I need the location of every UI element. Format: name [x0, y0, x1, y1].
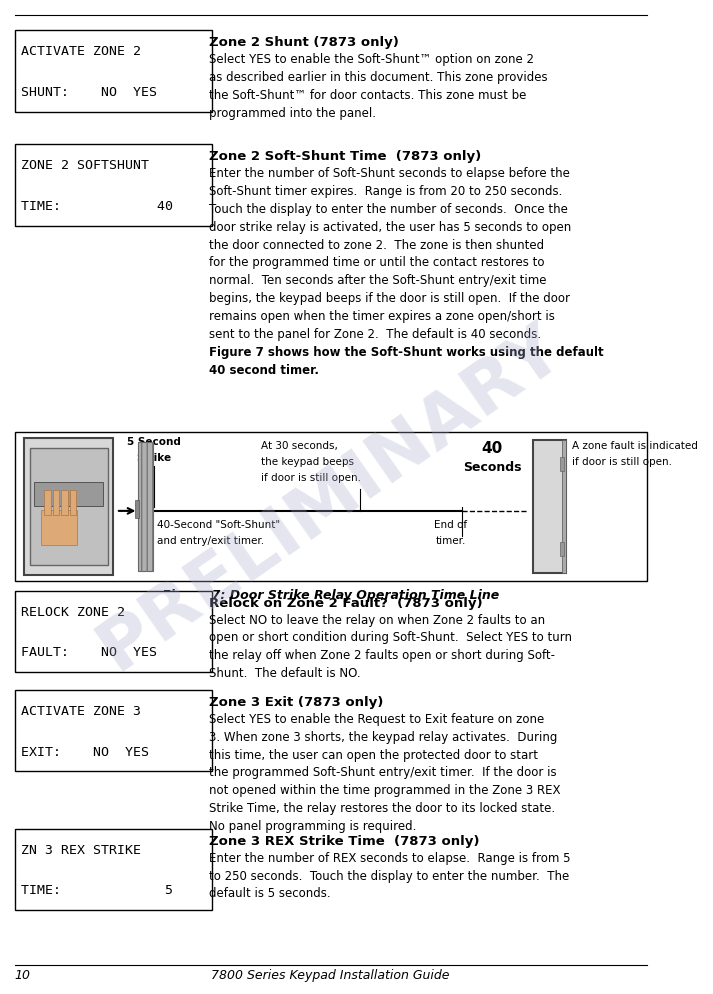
Text: for the programmed time or until the contact restores to: for the programmed time or until the con…: [209, 256, 544, 269]
Text: 40-Second "Soft-Shunt": 40-Second "Soft-Shunt": [158, 519, 280, 529]
Text: the relay off when Zone 2 faults open or short during Soft-: the relay off when Zone 2 faults open or…: [209, 649, 555, 662]
Text: Strike: Strike: [137, 452, 172, 462]
Bar: [53, 491, 59, 516]
Text: if door is still open.: if door is still open.: [262, 472, 361, 482]
Text: Zone 2 Soft-Shunt Time  (7873 only): Zone 2 Soft-Shunt Time (7873 only): [209, 150, 481, 163]
Text: At 30 seconds,: At 30 seconds,: [262, 440, 339, 450]
Text: FAULT:    NO  YES: FAULT: NO YES: [21, 646, 157, 659]
Text: this time, the user can open the protected door to start: this time, the user can open the protect…: [209, 747, 538, 760]
Bar: [34, 482, 103, 507]
Bar: [24, 438, 113, 576]
Text: Select YES to enable the Soft-Shunt™ option on zone 2: Select YES to enable the Soft-Shunt™ opt…: [209, 53, 534, 66]
Text: sent to the panel for Zone 2.  The default is 40 seconds.: sent to the panel for Zone 2. The defaul…: [209, 327, 541, 341]
Text: begins, the keypad beeps if the door is still open.  If the door: begins, the keypad beeps if the door is …: [209, 292, 570, 305]
Bar: [14, 432, 647, 581]
Bar: [14, 690, 212, 771]
Text: Shunt.  The default is NO.: Shunt. The default is NO.: [209, 667, 360, 680]
Text: 7800 Series Keypad Installation Guide: 7800 Series Keypad Installation Guide: [211, 968, 450, 981]
Text: if door is still open.: if door is still open.: [572, 456, 672, 466]
Text: ZN 3 REX STRIKE: ZN 3 REX STRIKE: [21, 843, 141, 856]
Text: RELOCK ZONE 2: RELOCK ZONE 2: [21, 605, 125, 618]
Text: programmed into the panel.: programmed into the panel.: [209, 106, 376, 119]
Text: door strike relay is activated, the user has 5 seconds to open: door strike relay is activated, the user…: [209, 221, 571, 234]
Text: SHUNT:    NO  YES: SHUNT: NO YES: [21, 85, 157, 98]
Text: Enter the number of REX seconds to elapse.  Range is from 5: Enter the number of REX seconds to elaps…: [209, 851, 570, 864]
Bar: [560, 543, 564, 557]
Text: ACTIVATE ZONE 2: ACTIVATE ZONE 2: [21, 45, 141, 58]
Text: 40 second timer.: 40 second timer.: [209, 363, 319, 376]
Text: Figure 7: Door Strike Relay Operation Time Line: Figure 7: Door Strike Relay Operation Ti…: [162, 588, 499, 601]
Bar: [41, 511, 77, 546]
Bar: [14, 591, 212, 673]
Text: default is 5 seconds.: default is 5 seconds.: [209, 887, 330, 900]
Text: TIME:            40: TIME: 40: [21, 200, 173, 213]
Text: ACTIVATE ZONE 3: ACTIVATE ZONE 3: [21, 704, 141, 717]
Text: Touch the display to enter the number of seconds.  Once the: Touch the display to enter the number of…: [209, 203, 568, 216]
Bar: [560, 457, 564, 471]
Text: Soft-Shunt timer expires.  Range is from 20 to 250 seconds.: Soft-Shunt timer expires. Range is from …: [209, 185, 562, 198]
Text: Figure 7 shows how the Soft-Shunt works using the default: Figure 7 shows how the Soft-Shunt works …: [209, 345, 603, 358]
Text: Zone 2 Shunt (7873 only): Zone 2 Shunt (7873 only): [209, 36, 399, 49]
Text: not opened within the time programmed in the Zone 3 REX: not opened within the time programmed in…: [209, 783, 560, 796]
Text: Enter the number of Soft-Shunt seconds to elapse before the: Enter the number of Soft-Shunt seconds t…: [209, 167, 570, 180]
Text: Select NO to leave the relay on when Zone 2 faults to an: Select NO to leave the relay on when Zon…: [209, 613, 545, 626]
Text: as described earlier in this document. This zone provides: as described earlier in this document. T…: [209, 71, 548, 83]
Text: Relock on Zone 2 Fault?  (7873 only): Relock on Zone 2 Fault? (7873 only): [209, 596, 483, 609]
Bar: [61, 520, 74, 528]
Text: EXIT:    NO  YES: EXIT: NO YES: [21, 745, 149, 757]
Text: Strike Time, the relay restores the door to its locked state.: Strike Time, the relay restores the door…: [209, 801, 555, 814]
Text: the door connected to zone 2.  The zone is then shunted: the door connected to zone 2. The zone i…: [209, 239, 544, 251]
Bar: [61, 491, 68, 516]
Text: Seconds: Seconds: [463, 460, 521, 473]
Text: the keypad beeps: the keypad beeps: [262, 456, 354, 466]
Text: TIME:             5: TIME: 5: [21, 884, 173, 897]
Bar: [533, 440, 566, 574]
Text: remains open when the timer expires a zone open/short is: remains open when the timer expires a zo…: [209, 310, 555, 323]
Text: open or short condition during Soft-Shunt.  Select YES to turn: open or short condition during Soft-Shun…: [209, 631, 572, 644]
Text: 3. When zone 3 shorts, the keypad relay activates.  During: 3. When zone 3 shorts, the keypad relay …: [209, 730, 557, 743]
Text: normal.  Ten seconds after the Soft-Shunt entry/exit time: normal. Ten seconds after the Soft-Shunt…: [209, 274, 546, 287]
Bar: [70, 491, 76, 516]
Text: PRELIMINARY: PRELIMINARY: [86, 311, 575, 683]
Bar: [138, 442, 153, 572]
Text: Zone 3 Exit (7873 only): Zone 3 Exit (7873 only): [209, 695, 383, 709]
Bar: [30, 448, 108, 566]
Bar: [14, 829, 212, 911]
Text: to 250 seconds.  Touch the display to enter the number.  The: to 250 seconds. Touch the display to ent…: [209, 869, 569, 882]
Bar: [135, 501, 139, 519]
Bar: [563, 440, 566, 574]
Text: timer.: timer.: [435, 535, 466, 545]
Bar: [14, 31, 212, 112]
Text: 10: 10: [14, 968, 31, 981]
Text: the programmed Soft-Shunt entry/exit timer.  If the door is: the programmed Soft-Shunt entry/exit tim…: [209, 765, 556, 778]
Text: the Soft-Shunt™ for door contacts. This zone must be: the Soft-Shunt™ for door contacts. This …: [209, 88, 526, 101]
Text: 40: 40: [481, 440, 503, 455]
Bar: [61, 533, 74, 541]
Text: and entry/exit timer.: and entry/exit timer.: [158, 535, 265, 545]
Text: A zone fault is indicated: A zone fault is indicated: [572, 440, 697, 450]
Text: Select YES to enable the Request to Exit feature on zone: Select YES to enable the Request to Exit…: [209, 712, 544, 725]
Text: End of: End of: [434, 519, 467, 529]
Bar: [14, 145, 212, 227]
Text: Zone 3 REX Strike Time  (7873 only): Zone 3 REX Strike Time (7873 only): [209, 834, 479, 847]
Bar: [138, 442, 153, 572]
Text: ZONE 2 SOFTSHUNT: ZONE 2 SOFTSHUNT: [21, 159, 149, 172]
Text: No panel programming is required.: No panel programming is required.: [209, 819, 416, 832]
Text: 5 Second: 5 Second: [127, 436, 181, 446]
Bar: [44, 491, 51, 516]
